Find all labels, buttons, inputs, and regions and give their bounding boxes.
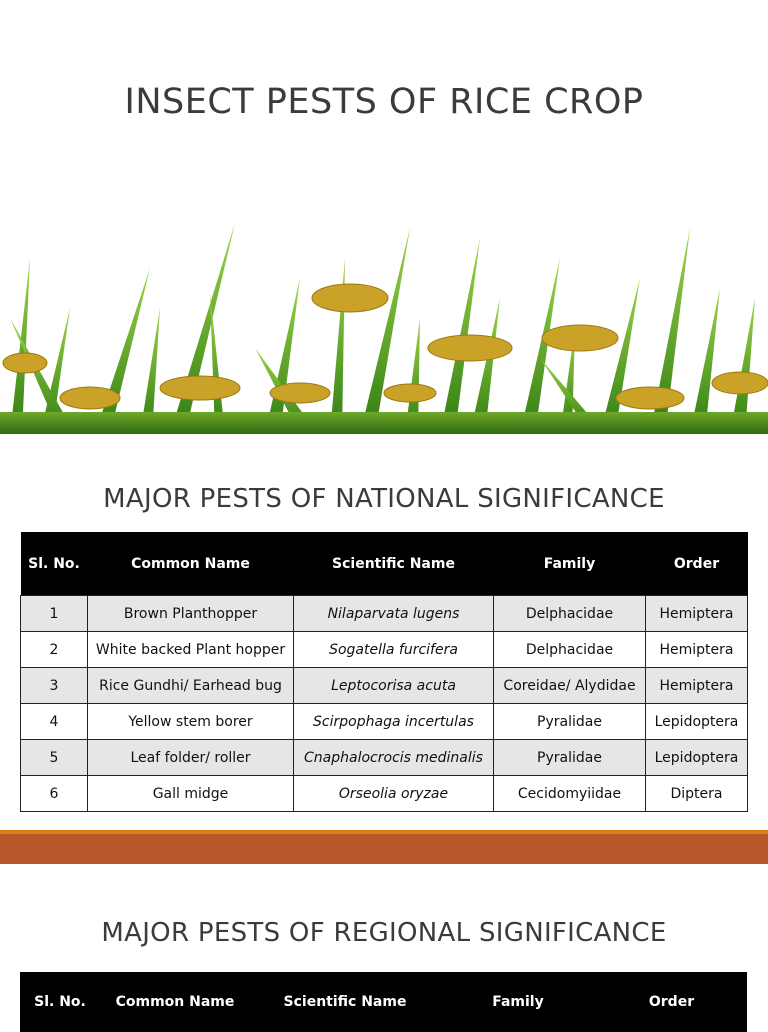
cell-family: Coreidae/ Alydidae [493,667,646,704]
divider-accent-line [0,830,768,834]
cell-scientific-name: Sogatella furcifera [293,631,494,668]
cell-sl-no: 1 [20,595,88,632]
table-row: 3 Rice Gundhi/ Earhead bug Leptocorisa a… [20,667,748,704]
cell-family: Pyralidae [493,739,646,776]
cell-order: Hemiptera [645,667,748,704]
table-row: 2 White backed Plant hopper Sogatella fu… [20,631,748,668]
table-row: 1 Brown Planthopper Nilaparvata lugens D… [20,595,748,632]
cell-order: Lepidoptera [645,703,748,740]
header-family: Family [493,532,646,596]
cell-sl-no: 6 [20,775,88,812]
cell-order: Lepidoptera [645,739,748,776]
cell-order: Hemiptera [645,631,748,668]
cell-scientific-name: Nilaparvata lugens [293,595,494,632]
table-header-row: Sl. No. Common Name Scientific Name Fami… [20,972,747,1032]
section-title-regional: MAJOR PESTS OF REGIONAL SIGNIFICANCE [101,918,667,948]
cell-common-name: White backed Plant hopper [87,631,294,668]
cell-scientific-name: Cnaphalocrocis medinalis [293,739,494,776]
header-scientific-name: Scientific Name [250,972,440,1032]
cell-sl-no: 3 [20,667,88,704]
cell-family: Cecidomyiidae [493,775,646,812]
header-scientific-name: Scientific Name [293,532,494,596]
cell-common-name: Yellow stem borer [87,703,294,740]
slide-1: INSECT PESTS OF RICE CROP [0,82,768,812]
cell-common-name: Leaf folder/ roller [87,739,294,776]
slide-title: INSECT PESTS OF RICE CROP [124,82,644,122]
table-row: 4 Yellow stem borer Scirpophaga incertul… [20,703,748,740]
cell-family: Delphacidae [493,631,646,668]
table-row: 5 Leaf folder/ roller Cnaphalocrocis med… [20,739,748,776]
cell-common-name: Gall midge [87,775,294,812]
header-order: Order [596,972,747,1032]
slide-2: MAJOR PESTS OF REGIONAL SIGNIFICANCE Sl.… [0,864,768,1032]
cell-order: Hemiptera [645,595,748,632]
cell-scientific-name: Orseolia oryzae [293,775,494,812]
cell-sl-no: 4 [20,703,88,740]
header-order: Order [645,532,748,596]
header-family: Family [440,972,596,1032]
cell-sl-no: 5 [20,739,88,776]
cell-family: Pyralidae [493,703,646,740]
regional-pests-table: Sl. No. Common Name Scientific Name Fami… [20,972,747,1032]
cell-common-name: Rice Gundhi/ Earhead bug [87,667,294,704]
section-title-national: MAJOR PESTS OF NATIONAL SIGNIFICANCE [103,484,665,514]
header-common-name: Common Name [100,972,250,1032]
table-row: 6 Gall midge Orseolia oryzae Cecidomyiid… [20,775,748,812]
table-header-row: Sl. No. Common Name Scientific Name Fami… [20,532,748,596]
cell-order: Diptera [645,775,748,812]
header-common-name: Common Name [87,532,294,596]
cell-scientific-name: Leptocorisa acuta [293,667,494,704]
header-sl-no: Sl. No. [20,972,100,1032]
cell-sl-no: 2 [20,631,88,668]
cell-scientific-name: Scirpophaga incertulas [293,703,494,740]
cell-family: Delphacidae [493,595,646,632]
rice-plants-image [0,198,768,434]
cell-common-name: Brown Planthopper [87,595,294,632]
national-pests-table: Sl. No. Common Name Scientific Name Fami… [20,532,748,812]
header-sl-no: Sl. No. [20,532,88,596]
slide-divider [0,834,768,864]
